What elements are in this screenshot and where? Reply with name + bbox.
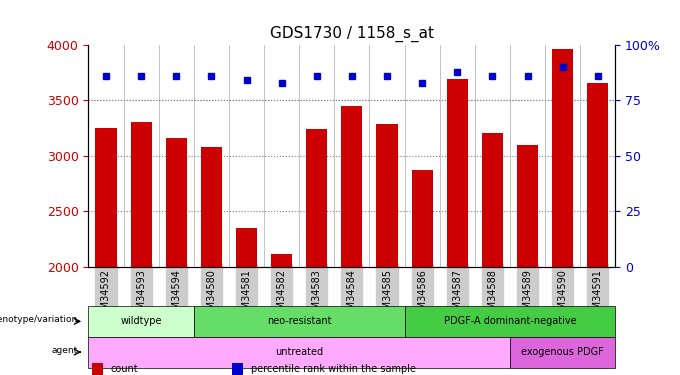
Bar: [411, 170, 432, 267]
Text: PDGF-A dominant-negative: PDGF-A dominant-negative: [443, 316, 577, 326]
Bar: [510, 337, 615, 368]
Bar: [233, 363, 243, 375]
Bar: [588, 82, 609, 267]
Bar: [447, 80, 468, 267]
Text: untreated: untreated: [275, 347, 323, 357]
Text: count: count: [111, 364, 138, 374]
Text: genotype/variation: genotype/variation: [0, 315, 78, 324]
Bar: [166, 138, 187, 267]
Bar: [377, 124, 398, 267]
Bar: [92, 363, 103, 375]
Bar: [88, 306, 194, 337]
Bar: [517, 145, 538, 267]
Bar: [95, 128, 116, 267]
Text: neo-resistant: neo-resistant: [267, 316, 331, 326]
Text: exogenous PDGF: exogenous PDGF: [522, 347, 604, 357]
Bar: [88, 337, 510, 368]
Bar: [194, 306, 405, 337]
Text: agent: agent: [52, 346, 78, 355]
Bar: [552, 50, 573, 267]
Bar: [341, 106, 362, 267]
Title: GDS1730 / 1158_s_at: GDS1730 / 1158_s_at: [270, 26, 434, 42]
Bar: [306, 129, 327, 267]
Bar: [405, 306, 615, 337]
Bar: [131, 122, 152, 267]
Bar: [271, 254, 292, 267]
Text: percentile rank within the sample: percentile rank within the sample: [251, 364, 415, 374]
Bar: [482, 132, 503, 267]
Bar: [201, 147, 222, 267]
Text: wildtype: wildtype: [120, 316, 162, 326]
Bar: [236, 228, 257, 267]
